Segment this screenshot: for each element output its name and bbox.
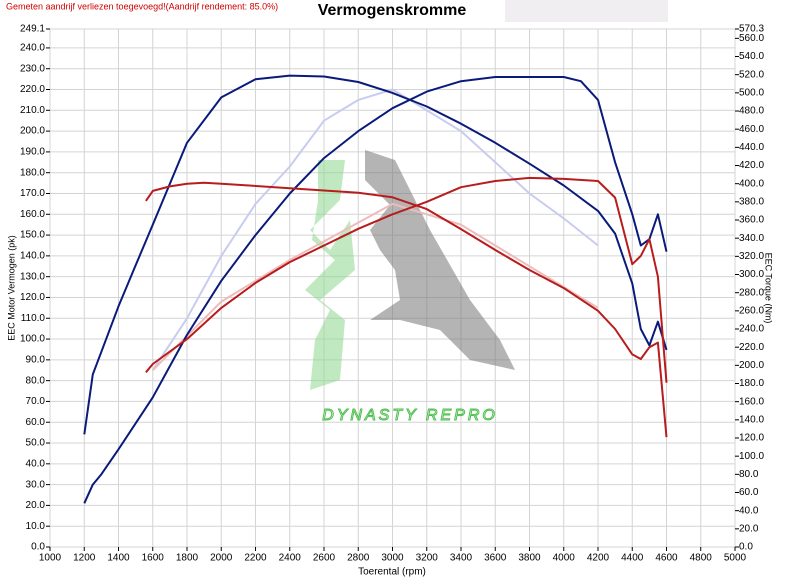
y2-tick-label: 180.0 [739,378,764,389]
y2-tick-label: 160.0 [739,396,764,407]
y-tick-label: 50.0 [26,438,46,449]
y-tick-label: 200.0 [20,126,45,137]
y-tick-label: 130.0 [20,271,45,282]
y2-tick-label: 140.0 [739,414,764,425]
data-line [83,74,668,435]
y2-tick-label: 100.0 [739,451,764,462]
y-tick-label: 180.0 [20,167,45,178]
x-tick-label: 1200 [73,553,96,564]
watermark-logo [305,150,515,390]
y2-tick-label: 420.0 [739,160,764,171]
data-line [83,76,668,504]
y2-tick-label: 120.0 [739,433,764,444]
y-tick-label: 210.0 [20,105,45,116]
y2-tick-label: 460.0 [739,124,764,135]
y-tick-label: 190.0 [20,147,45,158]
x-tick-label: 4800 [690,553,713,564]
y-tick-label: 140.0 [20,251,45,262]
y2-tick-label: 20.0 [739,523,759,534]
y2-tick-label: 540.0 [739,51,764,62]
y-tick-label: 240.0 [20,43,45,54]
data-line [152,202,599,371]
y2-tick-label: 300.0 [739,269,764,280]
y2-axis-label: EEC Torque (Nm) [764,253,774,324]
x-tick-label: 3800 [518,553,541,564]
y2-tick-label: 520.0 [739,69,764,80]
x-tick-label: 3000 [381,553,404,564]
x-tick-label: 3600 [484,553,507,564]
x-tick-label: 4200 [587,553,610,564]
y2-tick-label: 60.0 [739,487,759,498]
chart-title: Vermogenskromme [318,2,467,19]
x-tick-label: 1000 [39,553,62,564]
y-tick-label: 80.0 [26,375,46,386]
x-tick-label: 5000 [724,553,747,564]
x-tick-label: 1400 [107,553,130,564]
y2-tick-label: 200.0 [739,360,764,371]
x-tick-label: 2000 [210,553,233,564]
y2-tick-label: 400.0 [739,178,764,189]
y-tick-label: 100.0 [20,334,45,345]
y2-tick-label: 380.0 [739,196,764,207]
y2-tick-label: 340.0 [739,233,764,244]
y-tick-label: 170.0 [20,188,45,199]
x-tick-label: 2400 [279,553,302,564]
x-axis-label: Toerental (rpm) [358,567,426,578]
y-tick-label: 249.1 [20,24,45,35]
x-tick-label: 1800 [176,553,199,564]
y2-tick-label: 320.0 [739,251,764,262]
y-tick-label: 160.0 [20,209,45,220]
y2-tick-label: 40.0 [739,505,759,516]
y2-tick-label: 80.0 [739,469,759,480]
logo-shape [305,160,355,390]
x-tick-label: 4000 [553,553,576,564]
x-tick-label: 2200 [244,553,267,564]
y2-tick-label: 560.0 [739,33,764,44]
y2-tick-label: 260.0 [739,305,764,316]
header-box [505,0,668,22]
data-line [151,88,599,371]
x-tick-label: 2800 [347,553,370,564]
y2-tick-label: 440.0 [739,142,764,153]
y2-tick-label: 220.0 [739,342,764,353]
x-tick-label: 3400 [450,553,473,564]
note: Gemeten aandrijf verliezen toegevoegd!(A… [6,1,278,11]
y-tick-label: 60.0 [26,417,46,428]
y-tick-label: 20.0 [26,500,46,511]
logo-shape [365,150,515,370]
y-tick-label: 90.0 [26,354,46,365]
y-tick-label: 0.0 [31,542,45,553]
x-tick-label: 4600 [655,553,678,564]
x-tick-label: 1600 [142,553,165,564]
watermark-text: DYNASTY REPRO [322,407,498,424]
y-tick-label: 120.0 [20,292,45,303]
y2-tick-label: 0.0 [739,542,753,553]
y-tick-label: 220.0 [20,84,45,95]
y2-tick-label: 240.0 [739,324,764,335]
y2-tick-label: 360.0 [739,215,764,226]
data-line [145,176,668,383]
y-tick-label: 40.0 [26,458,46,469]
y2-tick-label: 280.0 [739,287,764,298]
y-tick-label: 70.0 [26,396,46,407]
data-line [145,181,668,438]
y-tick-label: 150.0 [20,230,45,241]
x-tick-label: 3200 [416,553,439,564]
x-tick-label: 2600 [313,553,336,564]
y2-tick-label: 500.0 [739,87,764,98]
y-tick-label: 230.0 [20,63,45,74]
y2-tick-label: 480.0 [739,106,764,117]
x-tick-label: 4400 [621,553,644,564]
y-tick-label: 30.0 [26,479,46,490]
y2-tick-label: 570.3 [739,24,764,35]
y-tick-label: 110.0 [21,313,46,324]
y-axis-label: EEC Motor Vermogen (pk) [6,235,16,341]
y-tick-label: 10.0 [26,521,46,532]
